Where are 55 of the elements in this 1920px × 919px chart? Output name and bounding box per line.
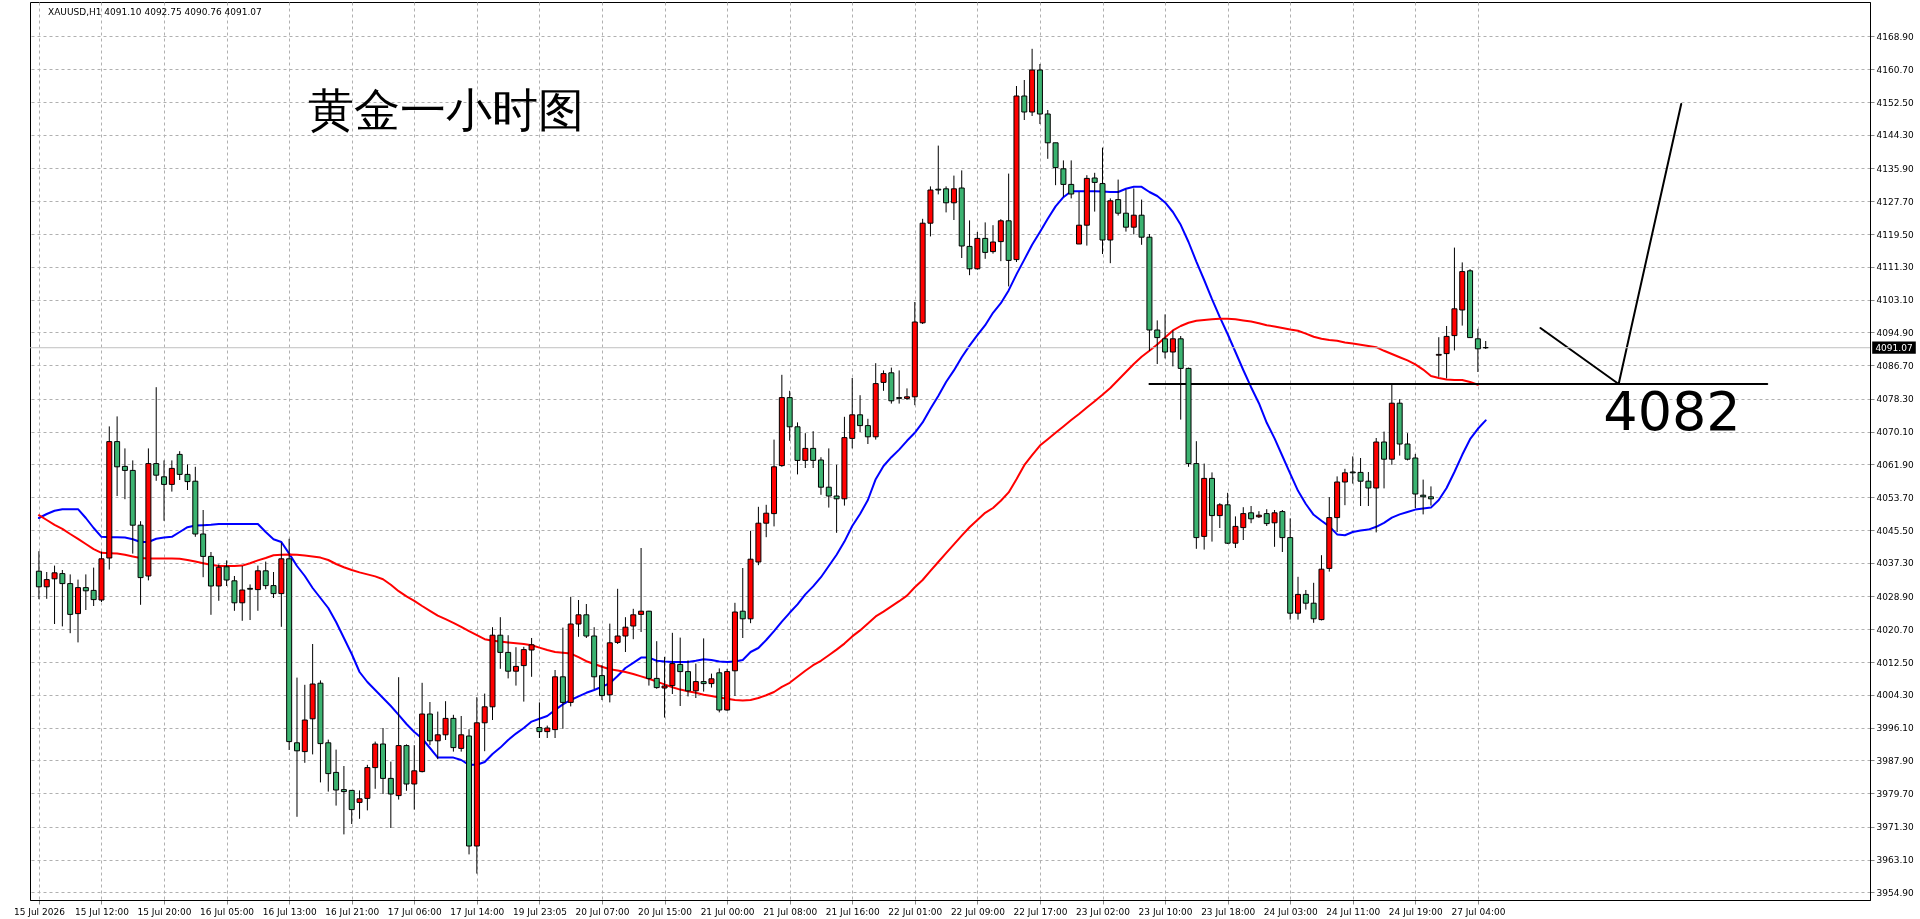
y-tick-label: 4053.70: [1876, 492, 1914, 503]
y-tick-label: 4070.10: [1876, 427, 1914, 438]
x-tick-label: 24 Jul 11:00: [1326, 906, 1381, 917]
x-tick-label: 24 Jul 19:00: [1388, 906, 1444, 917]
x-tick-label: 16 Jul 21:00: [325, 906, 380, 917]
y-tick-label: 4152.50: [1876, 97, 1914, 108]
y-tick-label: 4111.30: [1876, 262, 1914, 273]
x-tick-label: 17 Jul 06:00: [387, 906, 443, 917]
y-tick-label: 4168.90: [1876, 31, 1914, 42]
x-tick-label: 21 Jul 00:00: [700, 906, 755, 917]
y-tick-label: 4045.50: [1876, 525, 1914, 536]
y-tick-label: 4144.30: [1876, 130, 1914, 141]
y-tick-label: 4037.30: [1876, 558, 1914, 569]
x-tick-label: 19 Jul 23:05: [512, 906, 567, 917]
text: 黄金一小时图: [308, 83, 584, 137]
x-tick-label: 15 Jul 20:00: [137, 906, 192, 917]
x-tick-label: 20 Jul 07:00: [575, 906, 630, 917]
y-tick-label: 4061.90: [1876, 459, 1914, 470]
y-tick-label: 3963.10: [1876, 855, 1914, 866]
y-tick-label: 4086.70: [1876, 360, 1914, 371]
y-tick-label: 4135.90: [1876, 163, 1914, 174]
y-tick-label: 4020.70: [1876, 624, 1914, 635]
x-tick-label: 15 Jul 2026: [13, 906, 66, 917]
x-tick-label: 22 Jul 01:00: [888, 906, 943, 917]
y-tick-label: 3987.90: [1876, 755, 1914, 766]
y-tick-label: 4103.10: [1876, 295, 1914, 306]
y-tick-label: 4004.30: [1876, 690, 1914, 701]
x-tick-label: 23 Jul 18:00: [1201, 906, 1256, 917]
x-tick-label: 16 Jul 05:00: [200, 906, 255, 917]
y-tick-label: 3971.30: [1876, 822, 1914, 833]
ref-line-label: 4091.07: [1875, 342, 1913, 353]
y-tick-label: 4119.50: [1876, 229, 1914, 240]
x-tick-label: 24 Jul 03:00: [1263, 906, 1318, 917]
text: XAUUSD,H1 4091.10 4092.75 4090.76 4091.07: [48, 7, 262, 17]
x-tick-label: 23 Jul 10:00: [1138, 906, 1193, 917]
x-tick-label: 23 Jul 02:00: [1076, 906, 1131, 917]
x-tick-label: 17 Jul 14:00: [450, 906, 505, 917]
x-tick-label: 20 Jul 15:00: [638, 906, 693, 917]
x-tick-label: 22 Jul 09:00: [950, 906, 1006, 917]
y-tick-label: 3954.90: [1876, 887, 1914, 898]
annotation: 4082: [1603, 380, 1741, 443]
x-tick-label: 15 Jul 12:00: [74, 906, 130, 917]
y-tick-label: 4094.90: [1876, 327, 1914, 338]
x-tick-label: 21 Jul 16:00: [825, 906, 880, 917]
y-tick-label: 3979.70: [1876, 788, 1914, 799]
y-tick-label: 4160.70: [1876, 64, 1914, 75]
x-tick-label: 16 Jul 13:00: [262, 906, 317, 917]
x-tick-label: 22 Jul 17:00: [1013, 906, 1068, 917]
y-tick-label: 4012.50: [1876, 657, 1914, 668]
y-tick-label: 4028.90: [1876, 591, 1914, 602]
x-tick-label: 27 Jul 04:00: [1451, 906, 1506, 917]
y-tick-label: 4078.30: [1876, 394, 1914, 405]
y-tick-label: 4127.70: [1876, 196, 1914, 207]
x-tick-label: 21 Jul 08:00: [763, 906, 818, 917]
y-tick-label: 3996.10: [1876, 723, 1914, 734]
